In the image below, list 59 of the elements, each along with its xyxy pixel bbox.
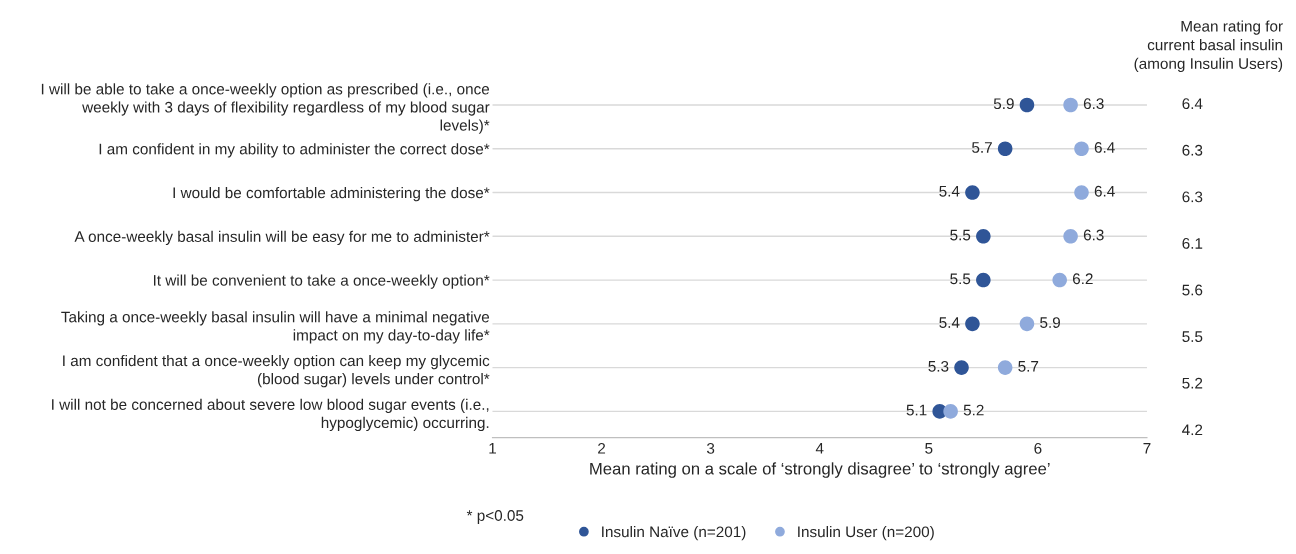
x-tick-label: 5 bbox=[925, 443, 933, 454]
text: 4.2 bbox=[1182, 424, 1203, 436]
x-tick-label: 3 bbox=[706, 442, 715, 454]
point bbox=[943, 404, 958, 419]
point bbox=[976, 229, 991, 244]
point bbox=[1052, 272, 1067, 288]
y-tick-label: I will be able to take a once-weekly option as prescribed (i.e., once weekly with 3 days of flexibility regardless of my blood sugar levels)* bbox=[41, 83, 490, 134]
y-tick-label: It will be convenient to take a once-weekly option* bbox=[153, 274, 490, 289]
point bbox=[976, 272, 991, 288]
legend-label: Insulin Naïve (n=201) bbox=[602, 526, 746, 541]
point bbox=[965, 316, 980, 332]
data-label: 6.3 bbox=[1083, 229, 1104, 241]
text: 6.3 bbox=[1182, 191, 1203, 203]
data-label: 5.5 bbox=[950, 273, 971, 285]
data-label: 5.4 bbox=[939, 185, 960, 197]
data-label: 5.9 bbox=[1040, 317, 1060, 328]
y-tick-label: I am confident in my ability to administer the correct dose* bbox=[99, 143, 490, 158]
point bbox=[997, 360, 1013, 375]
data-label: 6.2 bbox=[1072, 273, 1093, 285]
point bbox=[954, 360, 969, 375]
legend-label: Insulin User (n=200) bbox=[798, 526, 934, 541]
y-tick-label: Taking a once-weekly basal insulin will have a minimal negative impact on my day-to-day life* bbox=[61, 311, 490, 344]
text: Mean rating for current basal insulin (among Insulin Users) bbox=[1134, 20, 1283, 73]
point bbox=[997, 141, 1013, 157]
x-axis-title: Mean rating on a scale of ‘strongly disagree’ to ‘strongly agree’ bbox=[590, 462, 1050, 478]
text: 5.5 bbox=[1182, 331, 1203, 343]
point bbox=[1063, 229, 1078, 244]
data-label: 5.4 bbox=[939, 317, 960, 328]
text: 6.3 bbox=[1182, 144, 1203, 156]
point bbox=[1019, 316, 1035, 332]
data-label: 5.3 bbox=[928, 360, 949, 372]
point bbox=[1074, 185, 1089, 200]
point bbox=[1019, 97, 1035, 113]
y-tick-label: A once-weekly basal insulin will be easy for me to administer* bbox=[74, 230, 490, 246]
data-label: 6.4 bbox=[1094, 185, 1115, 197]
point bbox=[1063, 97, 1078, 113]
x-tick-label: 7 bbox=[1143, 443, 1151, 454]
data-label: 5.7 bbox=[1018, 361, 1039, 372]
text: 5.6 bbox=[1182, 284, 1203, 296]
y-tick-label: I will not be concerned about severe low blood sugar events (i.e., hypoglycemic) occurring. bbox=[52, 398, 489, 432]
point bbox=[965, 185, 980, 200]
x-tick-label: 4 bbox=[815, 443, 824, 454]
data-label: 6.4 bbox=[1094, 142, 1115, 153]
y-tick-label: I am confident that a once-weekly option can keep my glycemic (blood sugar) levels under control* bbox=[63, 354, 490, 388]
y-tick-label: I would be comfortable administering the dose* bbox=[173, 187, 490, 202]
data-label: 5.9 bbox=[993, 98, 1014, 110]
data-label: 5.2 bbox=[963, 404, 984, 416]
x-tick-label: 1 bbox=[489, 443, 496, 454]
data-label: 5.7 bbox=[972, 142, 992, 153]
text: * p<0.05 bbox=[466, 510, 524, 524]
point bbox=[1074, 141, 1089, 157]
data-label: 6.3 bbox=[1083, 98, 1104, 110]
x-tick-label: 2 bbox=[598, 442, 606, 454]
data-label: 5.1 bbox=[906, 404, 927, 416]
text: 6.1 bbox=[1182, 238, 1203, 249]
text: 5.2 bbox=[1182, 377, 1203, 389]
data-label: 5.5 bbox=[950, 229, 971, 241]
x-tick-label: 6 bbox=[1034, 442, 1042, 454]
text: 6.4 bbox=[1182, 98, 1203, 110]
